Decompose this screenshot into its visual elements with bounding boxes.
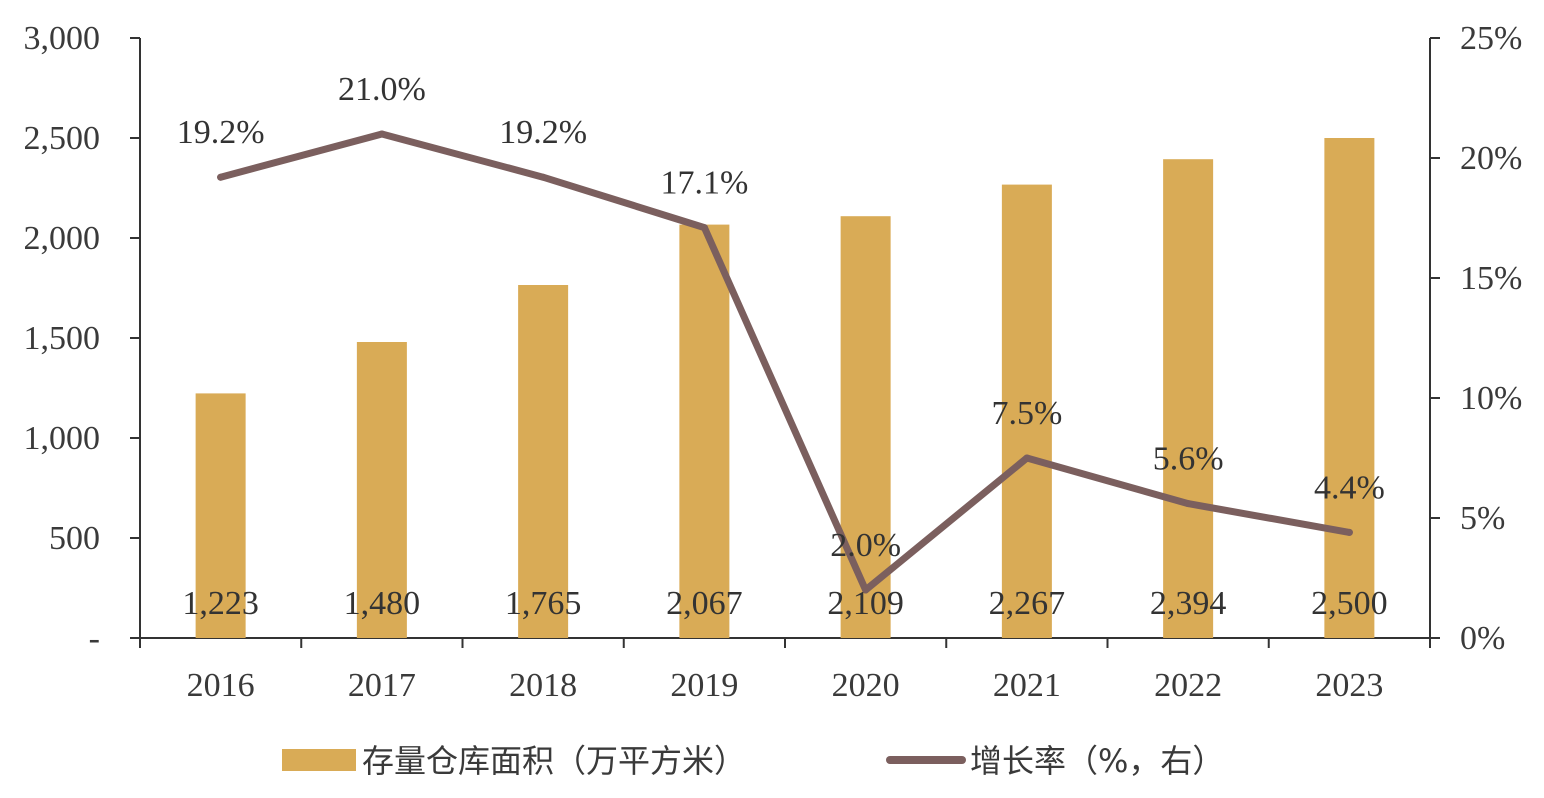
left-axis-tick-label: - xyxy=(89,620,100,657)
bar-data-labels: 1,223 1,480 1,765 2,067 2,109 2,267 2,394 2,500 xyxy=(182,585,1387,622)
x-axis-tick-label: 2017 xyxy=(348,667,416,704)
legend: 存量仓库面积（万平方米） 增长率（%，右） xyxy=(282,742,1224,780)
bar-data-label: 2,267 xyxy=(989,585,1066,622)
line-data-label: 17.1% xyxy=(660,165,748,202)
bar-data-label: 1,765 xyxy=(505,585,582,622)
bar xyxy=(1001,184,1052,638)
line-point xyxy=(862,586,870,594)
line-data-label: 21.0% xyxy=(338,71,426,108)
growth-rate-line xyxy=(217,130,1353,594)
left-axis-tick-label: 2,000 xyxy=(24,220,101,257)
line-point xyxy=(1345,528,1353,536)
x-axis-tick-label: 2018 xyxy=(509,667,577,704)
right-axis-tick-label: 5% xyxy=(1460,500,1505,537)
left-axis-tick-label: 2,500 xyxy=(24,120,101,157)
x-axis-tick-label: 2016 xyxy=(187,667,255,704)
legend-bar-label: 存量仓库面积（万平方米） xyxy=(362,742,746,780)
legend-bar-swatch xyxy=(282,749,356,771)
bar-data-label: 2,394 xyxy=(1150,585,1227,622)
bar xyxy=(1163,159,1214,638)
line-data-labels: 19.2% 21.0% 19.2% 17.1% 2.0% 7.5% 5.6% 4.4% xyxy=(177,71,1385,564)
line-point xyxy=(378,130,386,138)
right-axis-tick-label: 0% xyxy=(1460,620,1505,657)
right-axis-tick-label: 20% xyxy=(1460,140,1522,177)
bar-data-label: 2,067 xyxy=(666,585,743,622)
line-point xyxy=(1023,454,1031,462)
bar-data-label: 1,223 xyxy=(182,585,259,622)
bar xyxy=(356,342,407,638)
x-axis-tick-label: 2019 xyxy=(670,667,738,704)
left-axis-tick-label: 500 xyxy=(49,520,100,557)
bar xyxy=(1324,138,1375,638)
bar xyxy=(840,216,891,638)
right-axis-tick-label: 25% xyxy=(1460,20,1522,57)
line-data-label: 19.2% xyxy=(177,114,265,151)
line-point xyxy=(1184,500,1192,508)
right-axis-tick-label: 15% xyxy=(1460,260,1522,297)
x-axis-tick-label: 2022 xyxy=(1154,667,1222,704)
x-axis-tick-label: 2021 xyxy=(993,667,1061,704)
line-data-label: 5.6% xyxy=(1153,441,1224,478)
bar xyxy=(679,224,730,638)
left-axis-tick-label: 1,000 xyxy=(24,420,101,457)
line-point xyxy=(700,224,708,232)
line-point xyxy=(539,173,547,181)
bar xyxy=(195,393,246,638)
left-axis-tick-label: 1,500 xyxy=(24,320,101,357)
line-data-label: 19.2% xyxy=(499,114,587,151)
legend-line-label: 增长率（%，右） xyxy=(970,742,1224,780)
bar xyxy=(518,285,569,638)
bar-data-label: 1,480 xyxy=(344,585,421,622)
x-axis-tick-label: 2020 xyxy=(832,667,900,704)
bar-data-label: 2,500 xyxy=(1311,585,1388,622)
right-axis-tick-label: 10% xyxy=(1460,380,1522,417)
axes: - 500 1,000 1,500 2,000 2,500 3,000 0% 5% 10% 15% 2… xyxy=(24,20,1523,704)
line-data-label: 2.0% xyxy=(830,527,901,564)
left-axis-tick-label: 3,000 xyxy=(24,20,101,57)
bar-series xyxy=(195,138,1375,638)
line-data-label: 7.5% xyxy=(991,395,1062,432)
line-series xyxy=(217,130,1353,594)
line-point xyxy=(217,173,225,181)
bar-data-label: 2,109 xyxy=(827,585,904,622)
x-axis-tick-label: 2023 xyxy=(1315,667,1383,704)
line-data-label: 4.4% xyxy=(1314,469,1385,506)
